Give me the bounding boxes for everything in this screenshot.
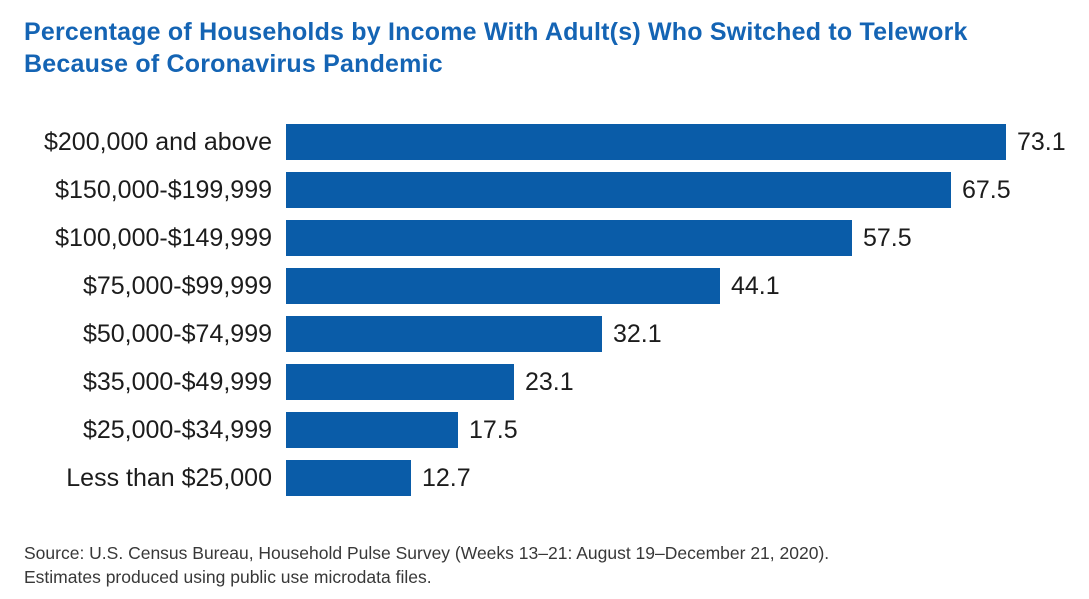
bar-label: Less than $25,000 — [66, 463, 272, 492]
bar — [286, 172, 951, 208]
bar — [286, 364, 514, 400]
bar-chart: $200,000 and above 73.1 $150,000-$199,999 6… — [24, 124, 1089, 496]
bar-row: $25,000-$34,999 17.5 — [24, 412, 1089, 448]
bar-value: 57.5 — [863, 223, 912, 252]
bar — [286, 460, 411, 496]
bar-row: $50,000-$74,999 32.1 — [24, 316, 1089, 352]
bar — [286, 220, 852, 256]
bar-value: 32.1 — [613, 319, 662, 348]
bar-label: $25,000-$34,999 — [82, 415, 272, 444]
bar — [286, 124, 1006, 160]
bar-value: 67.5 — [962, 175, 1011, 204]
bar — [286, 412, 458, 448]
source-line-2: Estimates produced using public use micr… — [24, 567, 432, 587]
bar-label: $200,000 and above — [44, 127, 272, 156]
bar-row: Less than $25,000 12.7 — [24, 460, 1089, 496]
source-line-1: Source: U.S. Census Bureau, Household Pu… — [24, 543, 830, 563]
bar-row: $150,000-$199,999 67.5 — [24, 172, 1089, 208]
bar-label: $35,000-$49,999 — [82, 367, 272, 396]
bar — [286, 316, 602, 352]
bar-row: $75,000-$99,999 44.1 — [24, 268, 1089, 304]
bar-row: $100,000-$149,999 57.5 — [24, 220, 1089, 256]
bar-value: 73.1 — [1017, 127, 1066, 156]
chart-title: Percentage of Households by Income With … — [24, 18, 968, 78]
bar-value: 12.7 — [422, 463, 471, 492]
bar-label: $100,000-$149,999 — [55, 223, 272, 252]
bar-label: $50,000-$74,999 — [82, 319, 272, 348]
bar-value: 44.1 — [731, 271, 780, 300]
bar-label: $150,000-$199,999 — [55, 175, 272, 204]
bar-row: $200,000 and above 73.1 — [24, 124, 1089, 160]
bar-value: 17.5 — [469, 415, 518, 444]
bar — [286, 268, 720, 304]
bar-row: $35,000-$49,999 23.1 — [24, 364, 1089, 400]
bar-value: 23.1 — [525, 367, 574, 396]
source-note: Source: U.S. Census Bureau, Household Pu… — [24, 541, 829, 589]
bar-label: $75,000-$99,999 — [82, 271, 272, 300]
